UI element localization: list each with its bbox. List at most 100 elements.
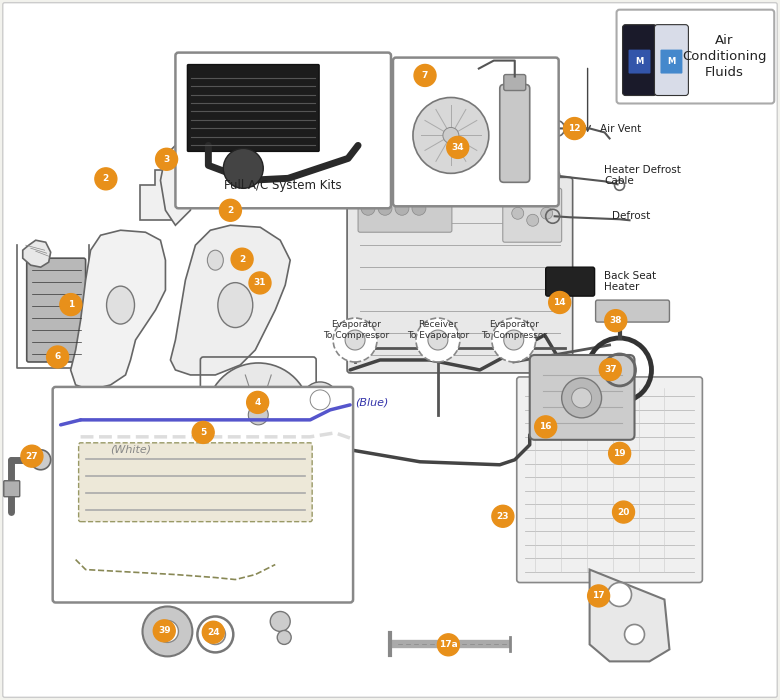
FancyBboxPatch shape — [187, 64, 319, 151]
Text: (Blue): (Blue) — [355, 398, 388, 408]
Circle shape — [310, 390, 330, 410]
Text: Defrost: Defrost — [612, 211, 650, 221]
Text: Evaporator
To Compressor: Evaporator To Compressor — [323, 320, 388, 340]
Circle shape — [443, 127, 459, 144]
Circle shape — [438, 634, 459, 656]
FancyBboxPatch shape — [4, 481, 20, 497]
Circle shape — [60, 293, 82, 316]
Text: Air Vent: Air Vent — [600, 123, 641, 134]
Circle shape — [608, 582, 632, 606]
Text: (White): (White) — [110, 444, 151, 455]
Circle shape — [277, 631, 291, 645]
Circle shape — [604, 309, 626, 332]
Text: 2: 2 — [227, 206, 233, 215]
Circle shape — [157, 620, 179, 643]
Polygon shape — [71, 230, 165, 390]
Text: 2: 2 — [103, 174, 109, 183]
Circle shape — [219, 199, 241, 221]
Text: M: M — [668, 57, 675, 66]
FancyBboxPatch shape — [53, 387, 353, 603]
FancyBboxPatch shape — [176, 52, 391, 209]
Text: 19: 19 — [613, 449, 626, 458]
Text: 34: 34 — [452, 143, 464, 152]
Circle shape — [413, 97, 489, 174]
Circle shape — [302, 382, 338, 418]
Text: 39: 39 — [158, 626, 171, 636]
Text: 7: 7 — [422, 71, 428, 80]
Circle shape — [154, 620, 176, 642]
Text: 2: 2 — [239, 255, 245, 264]
Circle shape — [535, 416, 557, 438]
FancyBboxPatch shape — [504, 74, 526, 90]
FancyBboxPatch shape — [516, 377, 702, 582]
Text: 31: 31 — [254, 279, 266, 288]
Circle shape — [30, 450, 51, 470]
FancyBboxPatch shape — [622, 25, 657, 95]
Circle shape — [612, 501, 634, 523]
Polygon shape — [171, 225, 290, 375]
Circle shape — [599, 358, 622, 381]
Text: Air
Conditioning
Fluids: Air Conditioning Fluids — [682, 34, 767, 79]
FancyBboxPatch shape — [79, 443, 312, 522]
Text: 27: 27 — [26, 452, 38, 461]
Circle shape — [47, 346, 69, 368]
Circle shape — [378, 202, 392, 216]
Text: 12: 12 — [569, 124, 581, 133]
Text: 37: 37 — [604, 365, 617, 374]
Circle shape — [231, 248, 253, 270]
FancyBboxPatch shape — [629, 50, 651, 74]
Text: Back Seat
Heater: Back Seat Heater — [604, 271, 656, 293]
Polygon shape — [590, 570, 669, 662]
Circle shape — [512, 207, 523, 219]
Circle shape — [492, 318, 536, 362]
Circle shape — [548, 291, 571, 314]
Circle shape — [608, 442, 630, 464]
Circle shape — [95, 168, 117, 190]
Circle shape — [248, 405, 268, 425]
Circle shape — [192, 421, 214, 443]
Circle shape — [587, 585, 610, 607]
Text: 20: 20 — [617, 508, 629, 517]
Circle shape — [572, 388, 591, 408]
Circle shape — [563, 118, 586, 139]
Text: Evaporator
To Compressor: Evaporator To Compressor — [481, 320, 548, 340]
Circle shape — [143, 606, 193, 657]
Text: Receiver
To Evaporator: Receiver To Evaporator — [407, 320, 470, 340]
Circle shape — [428, 330, 448, 350]
Text: 3: 3 — [164, 155, 170, 164]
Text: 16: 16 — [540, 422, 552, 431]
Circle shape — [207, 363, 310, 467]
FancyBboxPatch shape — [3, 3, 777, 697]
Polygon shape — [23, 240, 51, 267]
Text: 24: 24 — [207, 628, 220, 637]
Circle shape — [155, 148, 178, 170]
Circle shape — [270, 612, 290, 631]
Text: 4: 4 — [254, 398, 261, 407]
Ellipse shape — [218, 283, 253, 328]
Text: 14: 14 — [553, 298, 566, 307]
Text: 6: 6 — [55, 353, 61, 361]
FancyBboxPatch shape — [503, 188, 562, 242]
Circle shape — [504, 330, 523, 350]
Text: 17: 17 — [592, 592, 605, 601]
Text: Heater Defrost
Cable: Heater Defrost Cable — [604, 164, 681, 186]
Circle shape — [345, 330, 365, 350]
FancyBboxPatch shape — [654, 25, 689, 95]
FancyBboxPatch shape — [358, 188, 452, 232]
Circle shape — [412, 202, 426, 216]
Ellipse shape — [207, 250, 223, 270]
Circle shape — [492, 505, 514, 527]
Text: 5: 5 — [200, 428, 206, 437]
Circle shape — [223, 148, 264, 188]
Circle shape — [202, 622, 225, 643]
Circle shape — [526, 214, 539, 226]
FancyBboxPatch shape — [616, 10, 775, 104]
Circle shape — [447, 136, 469, 158]
FancyBboxPatch shape — [347, 177, 573, 373]
Ellipse shape — [107, 286, 134, 324]
Circle shape — [414, 64, 436, 86]
Text: Full A/C System Kits: Full A/C System Kits — [225, 178, 342, 192]
FancyBboxPatch shape — [27, 258, 86, 362]
Circle shape — [249, 272, 271, 294]
Circle shape — [361, 202, 375, 216]
